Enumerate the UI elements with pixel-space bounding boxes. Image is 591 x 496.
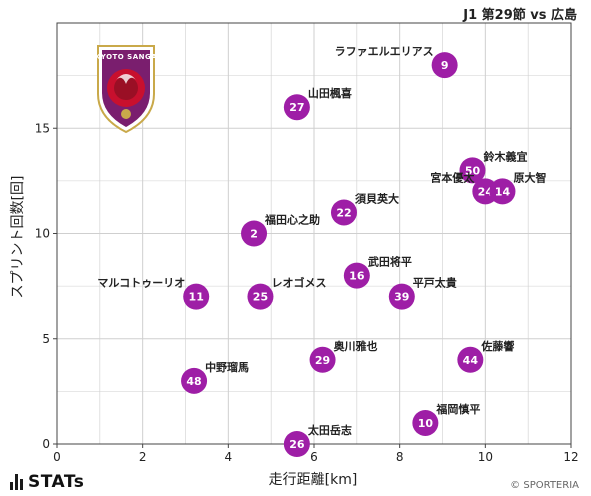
point-number: 10 bbox=[418, 417, 434, 430]
data-point: 9 ラファエルエリアス bbox=[335, 45, 458, 79]
point-marker bbox=[343, 262, 370, 289]
point-name-label: ラファエルエリアス bbox=[335, 45, 434, 58]
x-tick-label: 12 bbox=[563, 450, 578, 464]
point-name-label: 原大智 bbox=[513, 170, 546, 184]
point-marker bbox=[431, 52, 458, 79]
point-number: 14 bbox=[495, 185, 511, 198]
point-name-label: 奥川雅也 bbox=[333, 339, 378, 353]
point-marker bbox=[241, 220, 268, 247]
point-name-label: 中野瑠馬 bbox=[205, 360, 249, 374]
point-marker bbox=[247, 283, 274, 310]
stats-logo: STATs bbox=[10, 472, 84, 492]
point-number: 39 bbox=[394, 291, 409, 304]
y-tick-label: 0 bbox=[42, 437, 50, 451]
data-point: 27 山田楓喜 bbox=[283, 86, 352, 121]
point-marker bbox=[183, 283, 210, 310]
point-name-label: 武田将平 bbox=[368, 255, 412, 269]
point-name-label: マルコトゥーリオ bbox=[97, 277, 185, 290]
copyright: © SPORTERIA bbox=[510, 480, 579, 491]
data-point: 2 福田心之助 bbox=[241, 213, 320, 247]
point-marker bbox=[309, 346, 336, 373]
data-point: 39 平戸太貴 bbox=[388, 276, 457, 310]
point-name-label: レオゴメス bbox=[271, 276, 326, 290]
point-number: 25 bbox=[253, 291, 268, 304]
point-name-label: 山田楓喜 bbox=[308, 86, 352, 100]
point-marker bbox=[457, 346, 484, 373]
point-name-label: 福岡慎平 bbox=[435, 402, 480, 416]
crest-text: KYOTO SANGA bbox=[95, 53, 157, 61]
point-number: 2 bbox=[250, 228, 258, 241]
point-number: 11 bbox=[189, 291, 204, 304]
point-number: 48 bbox=[186, 375, 201, 388]
y-tick-label: 15 bbox=[35, 121, 50, 135]
data-point: 48 中野瑠馬 bbox=[181, 360, 249, 394]
point-name-label: 佐藤響 bbox=[480, 339, 514, 353]
y-tick-label: 5 bbox=[42, 332, 50, 346]
point-number: 22 bbox=[336, 206, 351, 219]
point-marker bbox=[330, 199, 357, 226]
stats-brand: STATs bbox=[28, 472, 85, 492]
x-tick-label: 6 bbox=[310, 450, 318, 464]
point-marker bbox=[489, 178, 516, 205]
x-tick-label: 4 bbox=[225, 450, 233, 464]
point-number: 29 bbox=[315, 354, 330, 367]
x-axis-label: 走行距離[km] bbox=[269, 471, 358, 488]
point-name-label: 福田心之助 bbox=[264, 213, 320, 227]
y-tick-label: 10 bbox=[35, 227, 50, 241]
point-name-label: 鈴木義宜 bbox=[483, 149, 527, 163]
x-tick-label: 10 bbox=[478, 450, 493, 464]
point-name-label: 平戸太貴 bbox=[413, 276, 457, 290]
point-name-label: 太田岳志 bbox=[307, 423, 352, 437]
point-number: 24 bbox=[478, 185, 494, 198]
kyoto-sanga-crest: KYOTO SANGA bbox=[95, 45, 157, 134]
point-marker bbox=[388, 283, 415, 310]
point-number: 50 bbox=[465, 164, 481, 177]
x-tick-label: 0 bbox=[53, 450, 61, 464]
point-marker bbox=[459, 157, 486, 184]
data-point: 11 マルコトゥーリオ bbox=[97, 277, 210, 310]
point-name-label: 宮本優太 bbox=[430, 170, 475, 184]
x-tick-label: 8 bbox=[396, 450, 404, 464]
data-points: 9ラファエルエリアス27山田楓喜50鈴木義宜24宮本優太14原大智22須貝英大2… bbox=[97, 45, 546, 457]
point-number: 44 bbox=[463, 354, 479, 367]
point-marker bbox=[181, 367, 208, 394]
point-number: 16 bbox=[349, 270, 365, 283]
point-marker bbox=[283, 431, 310, 457]
y-axis-label: スプリント回数[回] bbox=[10, 176, 26, 299]
stats-bars-icon bbox=[10, 474, 23, 490]
chart-title: J1 第29節 vs 広島 bbox=[463, 8, 577, 23]
x-tick-label: 2 bbox=[139, 450, 147, 464]
point-name-label: 須貝英大 bbox=[354, 191, 399, 205]
point-number: 27 bbox=[289, 101, 304, 114]
point-number: 26 bbox=[289, 438, 305, 451]
point-marker bbox=[412, 409, 439, 436]
point-marker bbox=[283, 94, 310, 121]
point-number: 9 bbox=[441, 59, 449, 72]
